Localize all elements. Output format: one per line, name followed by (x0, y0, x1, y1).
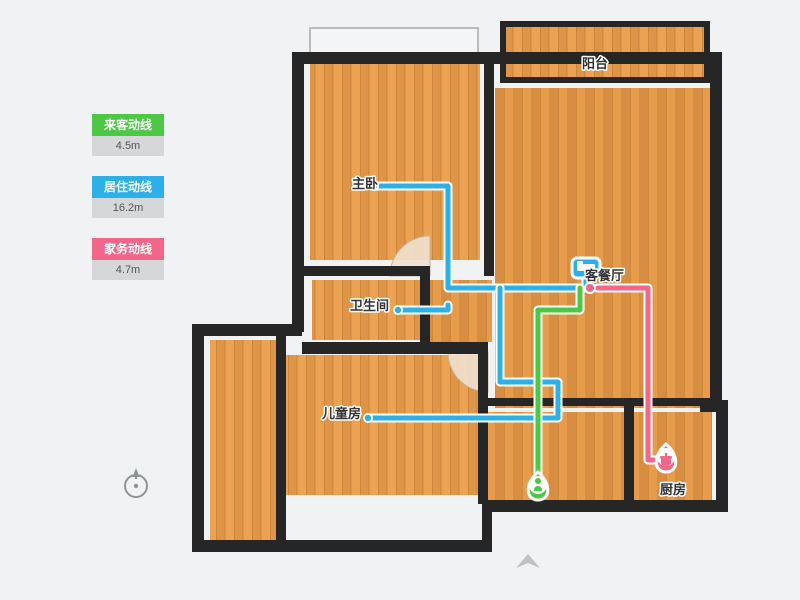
legend-living: 居住动线 16.2m (92, 176, 172, 218)
legend-chores-title: 家务动线 (92, 238, 164, 260)
balcony-slab (310, 28, 478, 56)
outer-wall (292, 52, 718, 64)
inner-wall (484, 60, 494, 276)
legend: 来客动线 4.5m 居住动线 16.2m 家务动线 4.7m (92, 114, 172, 300)
room-label-master: 主卧 (352, 176, 378, 191)
inner-wall (624, 404, 634, 504)
inner-wall (276, 334, 286, 544)
legend-visitor-value: 4.5m (92, 136, 164, 156)
compass-icon (118, 465, 154, 501)
outer-wall (192, 540, 492, 552)
room-livingroom (495, 88, 711, 408)
outer-wall (292, 52, 304, 332)
legend-visitor-title: 来客动线 (92, 114, 164, 136)
entry-arrow-icon (516, 554, 540, 568)
legend-visitor: 来客动线 4.5m (92, 114, 172, 156)
path-junction-dot (586, 284, 594, 292)
room-leftwing (210, 340, 278, 540)
inner-wall (302, 342, 488, 354)
legend-chores-value: 4.7m (92, 260, 164, 280)
legend-living-value: 16.2m (92, 198, 164, 218)
room-kid (280, 355, 480, 495)
room-label-bath: 卫生间 (350, 298, 389, 313)
inner-wall (478, 342, 488, 504)
floor-plan: 主卧客餐厅卫生间儿童房厨房 阳台 (0, 0, 800, 600)
inner-wall (484, 398, 716, 406)
inner-wall (302, 266, 430, 276)
legend-living-title: 居住动线 (92, 176, 164, 198)
outer-wall (710, 52, 722, 412)
room-label-livingroom: 客餐厅 (585, 268, 624, 283)
outer-wall (192, 324, 204, 550)
room-master (310, 60, 480, 260)
room-entry (482, 412, 628, 502)
room-label-balcony: 阳台 (582, 56, 608, 71)
legend-chores: 家务动线 4.7m (92, 238, 172, 280)
outer-wall (482, 500, 726, 512)
outer-wall (716, 400, 728, 512)
room-label-kitchen: 厨房 (660, 482, 686, 497)
path-end-dot-inner (365, 415, 371, 421)
room-label-kid: 儿童房 (321, 406, 361, 421)
path-end-dot-inner (395, 307, 401, 313)
